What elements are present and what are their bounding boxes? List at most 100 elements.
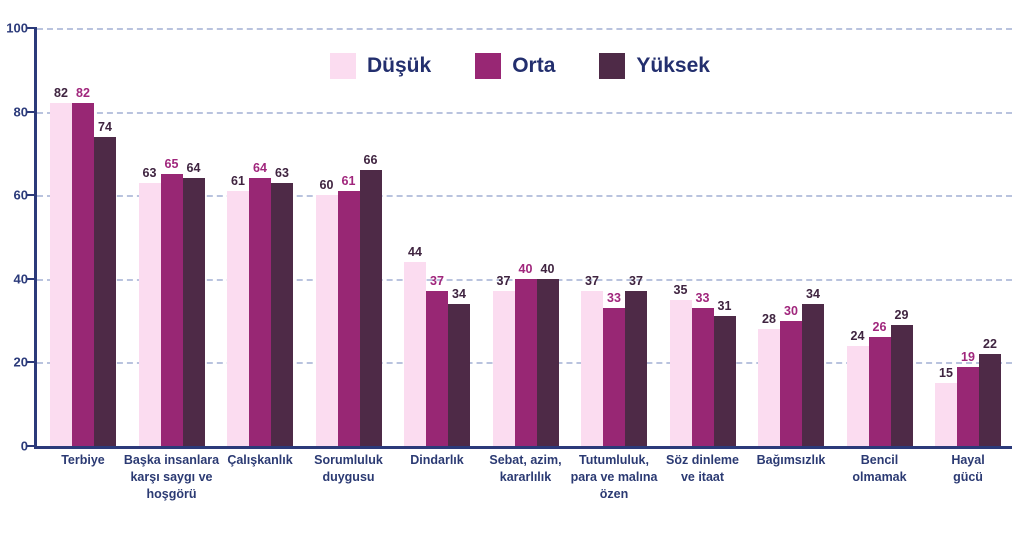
y-tick-label-20: 20 xyxy=(13,354,28,370)
bar[interactable] xyxy=(625,291,647,446)
bar[interactable] xyxy=(536,278,559,446)
bar[interactable] xyxy=(669,299,692,446)
bar-value-label: 35 xyxy=(673,282,688,297)
x-axis-line xyxy=(34,446,1012,449)
y-tick-40 xyxy=(27,277,36,280)
bar[interactable] xyxy=(603,308,625,446)
bar[interactable] xyxy=(182,178,205,446)
bar-value-label: 33 xyxy=(695,291,710,306)
bar-group: 60 61 66 xyxy=(315,28,382,446)
bar-value-label: 65 xyxy=(164,157,179,172)
bar-value-label: 37 xyxy=(585,274,599,289)
bar-value-label: 30 xyxy=(784,303,798,318)
bar-value-label: 29 xyxy=(894,307,909,322)
legend-swatch-dusuk xyxy=(330,53,356,79)
bar-group: 82 82 74 xyxy=(50,28,116,446)
bar-group: 28 30 34 xyxy=(758,28,824,446)
legend-swatch-orta xyxy=(475,53,502,79)
bar[interactable] xyxy=(691,308,714,446)
plot-area: 0 20 40 60 80 100 82 82 74 63 65 64 61 64 63 60 61 66 44 3… xyxy=(6,21,1012,454)
bar-value-label: 44 xyxy=(408,245,422,260)
bar-value-label: 40 xyxy=(540,261,555,276)
y-tick-80 xyxy=(27,110,36,113)
bar[interactable] xyxy=(249,178,271,446)
bar[interactable] xyxy=(72,103,94,446)
bar[interactable] xyxy=(315,195,338,446)
x-axis-label: Hayal gücü xyxy=(951,453,985,484)
bar[interactable] xyxy=(337,191,360,446)
bar[interactable] xyxy=(359,170,382,446)
y-tick-label-80: 80 xyxy=(13,104,28,120)
bar[interactable] xyxy=(514,278,537,446)
bar-value-label: 40 xyxy=(518,261,533,276)
x-axis-label: Çalışkanlık xyxy=(227,453,293,467)
legend-item-yuksek[interactable]: Yüksek xyxy=(599,53,710,79)
bar[interactable] xyxy=(890,324,913,446)
bar[interactable] xyxy=(50,103,72,446)
bar[interactable] xyxy=(846,345,869,446)
y-tick-0 xyxy=(27,445,36,447)
y-tick-label-100: 100 xyxy=(6,20,28,36)
bar-value-label: 66 xyxy=(363,153,378,168)
chart-legend: Düşük Orta Yüksek xyxy=(330,53,710,79)
bar-value-label: 15 xyxy=(939,366,953,381)
legend-item-dusuk[interactable]: Düşük xyxy=(330,53,431,79)
bar[interactable] xyxy=(404,262,426,446)
bar-group: 15 19 22 xyxy=(935,28,1001,446)
bar[interactable] xyxy=(758,328,780,446)
bar-value-label: 26 xyxy=(872,320,887,335)
bar[interactable] xyxy=(227,191,249,446)
y-tick-label-60: 60 xyxy=(13,187,28,203)
bar[interactable] xyxy=(935,383,957,446)
bar[interactable] xyxy=(979,354,1001,446)
bar[interactable] xyxy=(271,182,293,446)
bar[interactable] xyxy=(448,303,470,446)
legend-swatch-yuksek xyxy=(599,53,626,79)
bar[interactable] xyxy=(426,291,448,446)
bar-value-label: 64 xyxy=(253,161,267,176)
y-tick-label-0: 0 xyxy=(20,438,28,454)
gridline-60 xyxy=(37,195,1012,198)
bar-value-label: 28 xyxy=(762,311,776,326)
bar-value-label: 19 xyxy=(961,349,975,364)
bar-group: 24 26 29 xyxy=(846,28,913,446)
bar-value-label: 31 xyxy=(717,299,732,314)
bar-value-label: 34 xyxy=(452,286,466,301)
bar-group: 63 65 64 xyxy=(138,28,205,446)
bar-value-label: 63 xyxy=(142,165,157,180)
x-axis-label: Sebat, azim, kararlılık xyxy=(489,453,562,484)
bar-value-label: 37 xyxy=(430,274,444,289)
bar-value-label: 61 xyxy=(341,174,356,189)
bar-value-label: 37 xyxy=(496,274,511,289)
bar[interactable] xyxy=(581,291,603,446)
bar-value-label: 60 xyxy=(319,178,334,193)
bar[interactable] xyxy=(138,182,161,446)
x-axis-label: Bencil olmamak xyxy=(852,453,907,484)
bar-value-label: 74 xyxy=(98,119,112,134)
bar[interactable] xyxy=(713,316,736,446)
legend-label-yuksek: Yüksek xyxy=(636,54,710,77)
bar[interactable] xyxy=(492,291,515,446)
gridline-100 xyxy=(37,28,1012,30)
bar-group: 37 40 40 xyxy=(492,28,559,446)
bar-value-label: 37 xyxy=(629,274,643,289)
y-tick-60 xyxy=(27,194,36,197)
bar[interactable] xyxy=(160,174,183,446)
bar[interactable] xyxy=(780,320,802,446)
bar-group: 35 33 31 xyxy=(669,28,736,446)
bar-value-label: 82 xyxy=(54,86,68,101)
x-axis-label: Bağımsızlık xyxy=(756,453,826,467)
y-axis-line xyxy=(34,27,37,447)
legend-item-orta[interactable]: Orta xyxy=(475,53,555,79)
bar-group: 61 64 63 xyxy=(227,28,293,446)
bar[interactable] xyxy=(802,303,824,446)
bar[interactable] xyxy=(957,366,979,446)
bar[interactable] xyxy=(868,337,891,446)
legend-label-orta: Orta xyxy=(512,54,556,77)
bar-value-label: 34 xyxy=(806,286,820,301)
x-axis-label: Söz dinleme ve itaat xyxy=(666,453,739,484)
x-axis-label: Terbiye xyxy=(61,453,105,467)
bar[interactable] xyxy=(94,136,116,446)
bar-value-label: 22 xyxy=(983,337,997,352)
